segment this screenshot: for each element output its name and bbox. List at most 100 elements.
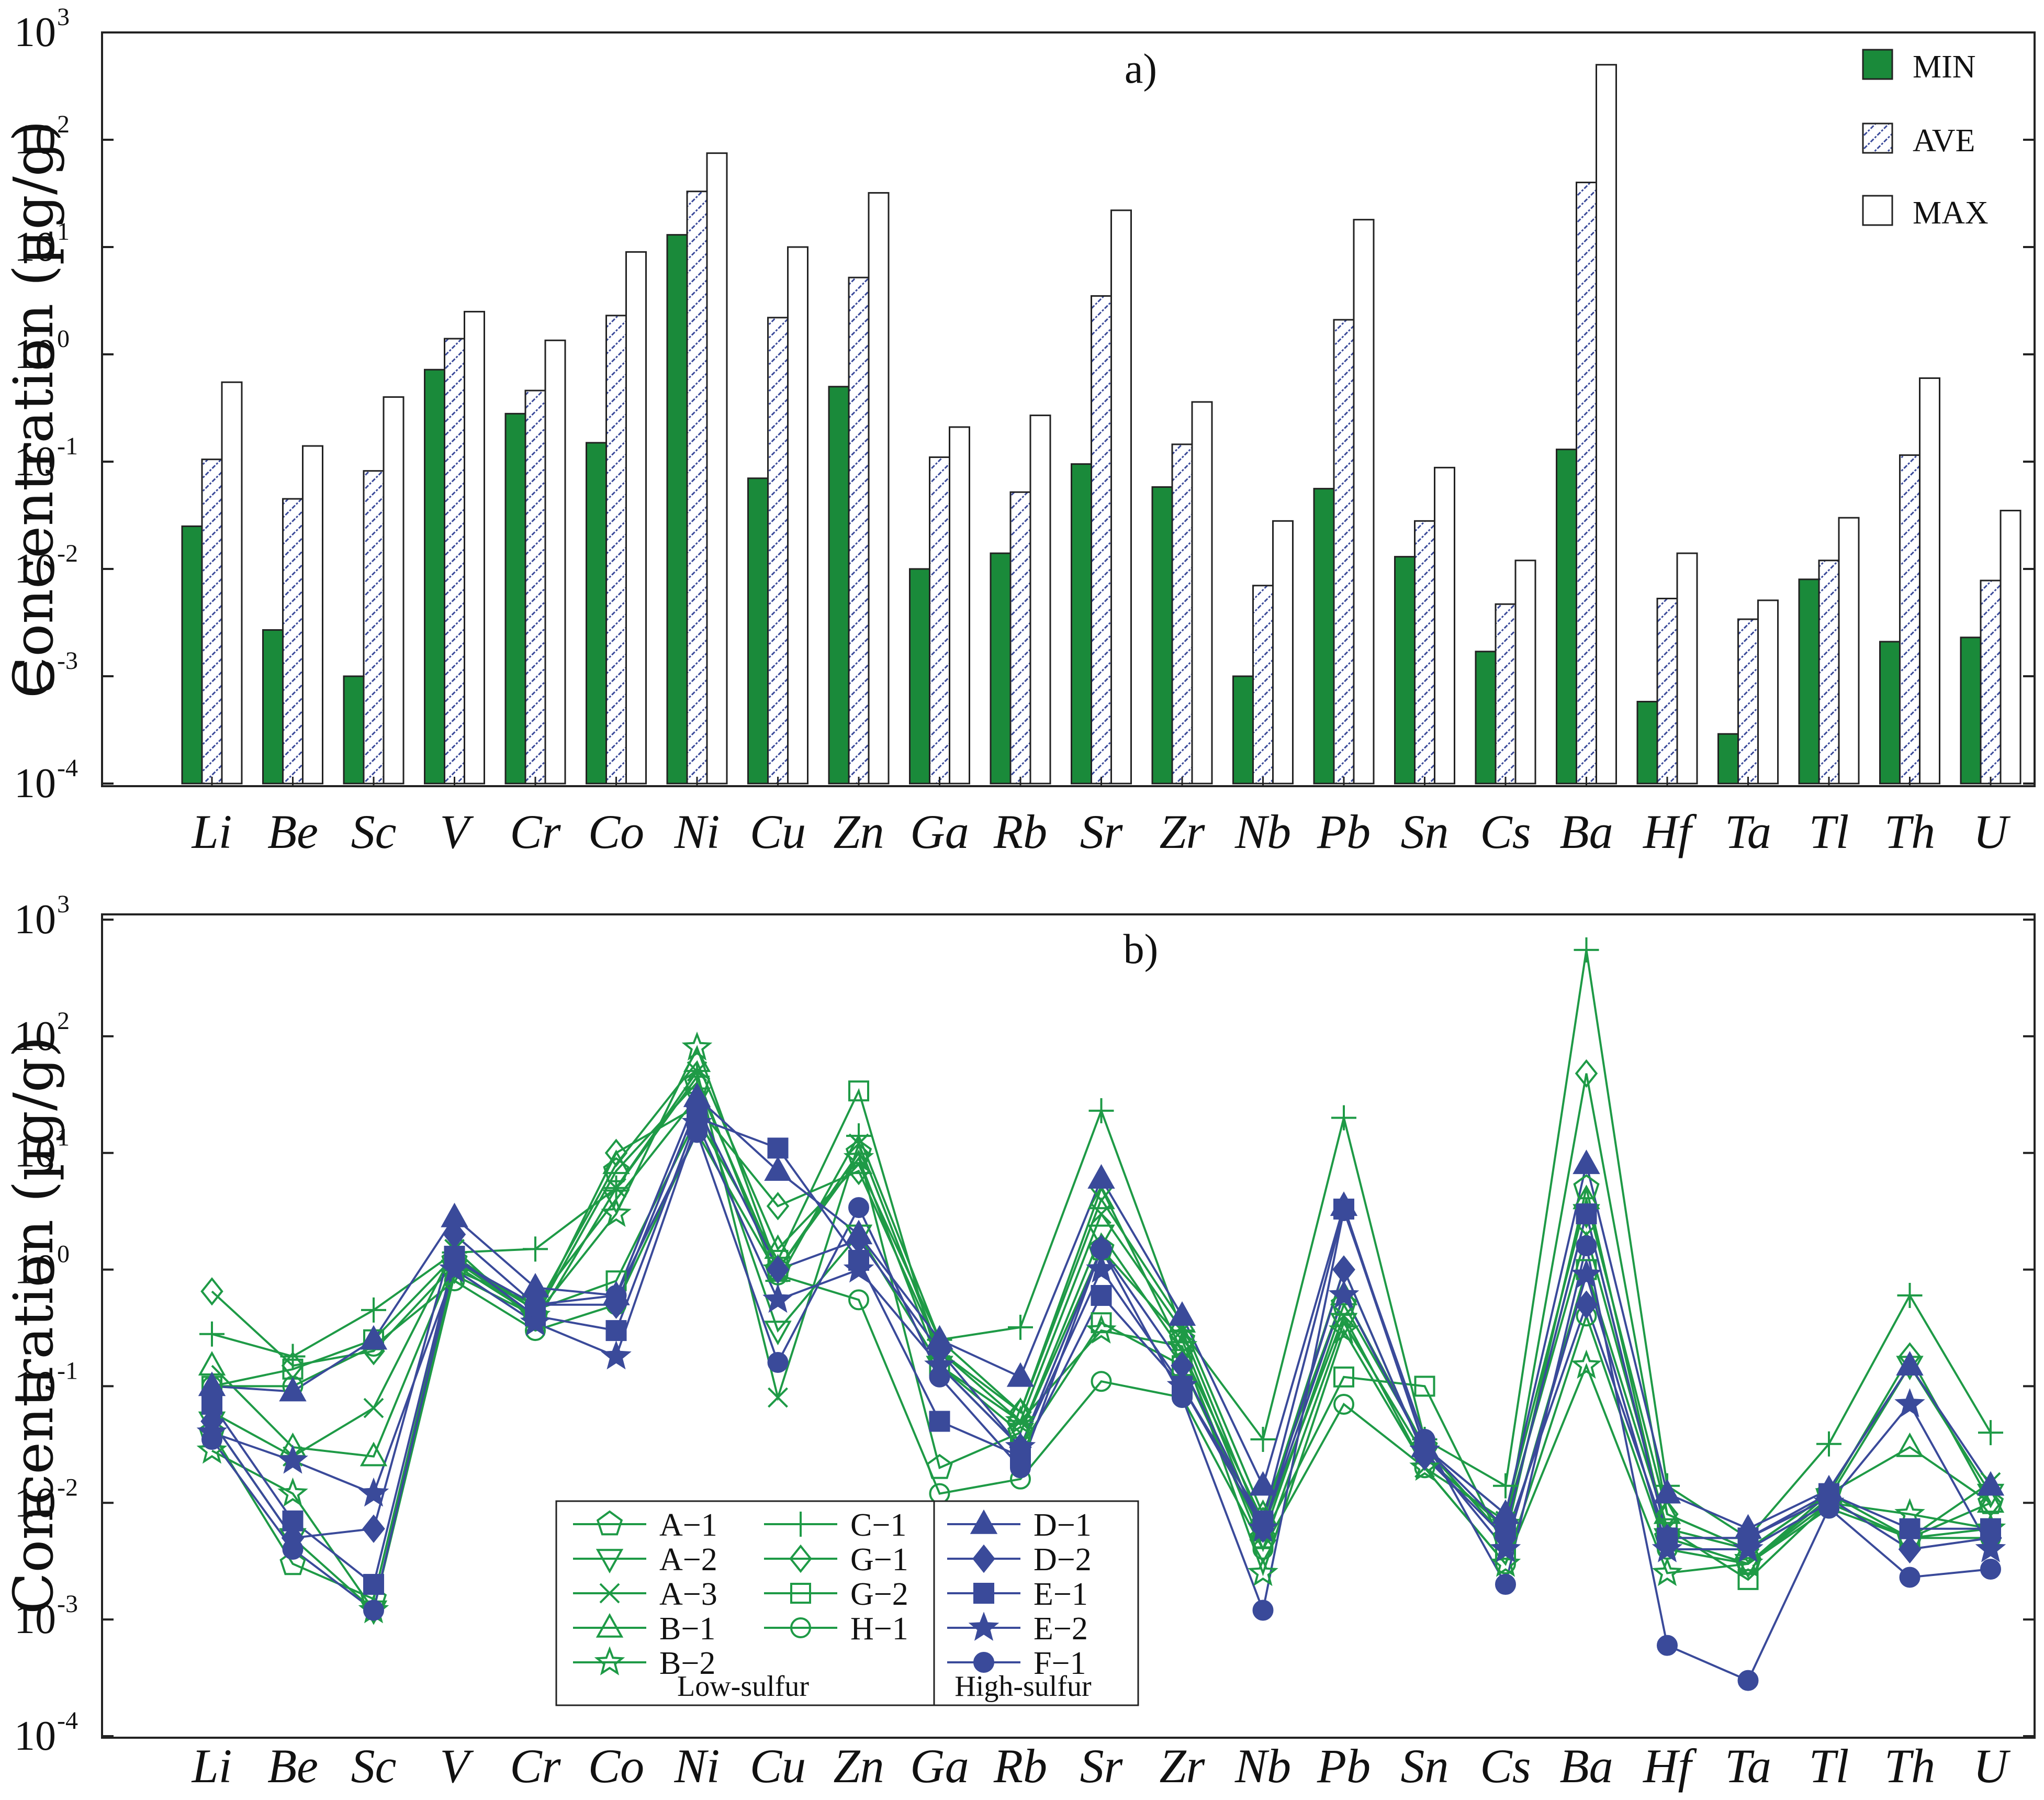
legend-marker — [972, 1544, 995, 1573]
bar-ave — [1495, 603, 1517, 785]
panel-b-series-markers — [196, 937, 2006, 1691]
legend-label-min: MIN — [1913, 49, 1976, 85]
legend-label: A−1 — [659, 1507, 717, 1543]
x-category-label: Ba — [1559, 1739, 1613, 1793]
data-point — [1899, 1518, 1921, 1539]
bar-ave — [282, 498, 304, 785]
data-point — [199, 1321, 224, 1347]
legend-label: B−2 — [659, 1646, 715, 1681]
bar-ave — [363, 470, 385, 785]
data-point — [1248, 1512, 1278, 1542]
data-point — [681, 1031, 713, 1061]
bar-min — [1071, 463, 1092, 785]
legend-marker — [790, 1583, 811, 1604]
bar-max — [625, 251, 647, 785]
data-point — [603, 1175, 629, 1201]
data-point — [1896, 1432, 1924, 1457]
legend-label: D−2 — [1034, 1542, 1092, 1578]
x-category-label: Li — [191, 805, 232, 858]
data-point — [358, 1477, 389, 1507]
x-category-label: Th — [1884, 1739, 1935, 1793]
data-point — [1330, 1313, 1358, 1338]
data-point — [1087, 1224, 1115, 1249]
data-point — [1899, 1567, 1921, 1588]
x-category-label: Zr — [1160, 805, 1206, 858]
data-point — [1574, 937, 1599, 963]
y-tick-exponent: 1 — [57, 218, 70, 245]
bar-max — [1514, 560, 1536, 785]
bar-min — [586, 442, 607, 785]
legend-marker — [594, 1646, 625, 1675]
data-point — [687, 1122, 707, 1143]
x-category-label: Ga — [910, 805, 969, 858]
x-category-label: Th — [1884, 805, 1935, 858]
data-point — [929, 1411, 950, 1432]
x-category-label: Hf — [1643, 1739, 1697, 1793]
y-tick-label: 10 — [14, 117, 56, 163]
data-point — [1333, 1366, 1354, 1388]
bar-max — [1191, 401, 1213, 785]
data-point — [1575, 1290, 1598, 1319]
legend-marker — [596, 1549, 624, 1574]
data-point — [1490, 1533, 1521, 1562]
legend-label: E−2 — [1034, 1611, 1088, 1647]
x-category-label: Cs — [1480, 805, 1531, 858]
data-point — [605, 1320, 627, 1341]
legend-marker — [790, 1617, 811, 1638]
data-point — [444, 1249, 465, 1271]
data-point — [1653, 1499, 1681, 1524]
legend-marker — [968, 1612, 999, 1641]
data-point — [1896, 1351, 1924, 1376]
data-point — [929, 1366, 950, 1388]
data-point — [1737, 1569, 1759, 1590]
bar-max — [1757, 599, 1779, 785]
x-category-label: Cu — [750, 805, 806, 858]
data-point — [1493, 1473, 1518, 1499]
y-tick-label: 10 — [14, 9, 56, 55]
y-tick-label: 10 — [14, 1013, 56, 1059]
bar-min — [1556, 449, 1577, 785]
bar-min — [1960, 636, 1982, 785]
y-tick-exponent: -4 — [57, 754, 78, 782]
bar-max — [706, 152, 728, 785]
bar-min — [343, 675, 365, 785]
y-tick-label: 10 — [14, 439, 56, 485]
x-category-label: Cr — [510, 1739, 561, 1793]
panel-b-legend-items: A−1A−2A−3B−1B−2 C−1G−1G−2H−1 D−1D−2E−1E−2F… — [573, 1507, 1092, 1681]
data-point — [439, 1259, 470, 1288]
data-point — [1328, 1314, 1360, 1344]
data-point — [1088, 1098, 1114, 1124]
panel-b-frame — [101, 913, 2036, 1739]
data-point — [201, 1393, 222, 1415]
data-point — [277, 1444, 308, 1474]
bar-ave — [929, 456, 950, 785]
data-point — [843, 1253, 874, 1283]
bar-max — [464, 310, 485, 785]
data-point — [1979, 1489, 2002, 1517]
data-point — [1086, 1253, 1117, 1283]
x-category-label: Co — [588, 1739, 644, 1793]
legend-label-max: MAX — [1913, 195, 1989, 231]
data-point — [604, 1138, 628, 1167]
data-point — [762, 1283, 793, 1313]
data-point — [1009, 1397, 1032, 1427]
series-line — [212, 1130, 1991, 1566]
data-point — [1333, 1393, 1354, 1415]
bar-max — [1353, 219, 1375, 785]
bar-max — [1919, 377, 1940, 785]
data-point — [282, 1510, 304, 1531]
bar-ave — [848, 276, 870, 785]
legend-marker — [970, 1509, 998, 1534]
bar-ave — [605, 315, 627, 785]
data-point — [1087, 1164, 1115, 1189]
legend-label: A−3 — [659, 1577, 717, 1612]
x-category-label: Rb — [993, 1739, 1047, 1793]
data-point — [1571, 1259, 1602, 1288]
data-point — [200, 1277, 223, 1306]
panel-a-bars — [181, 64, 2021, 786]
data-point — [1652, 1533, 1683, 1562]
data-point — [362, 1514, 385, 1543]
legend-marker — [599, 1583, 620, 1604]
y-tick-exponent: -2 — [57, 1473, 78, 1501]
